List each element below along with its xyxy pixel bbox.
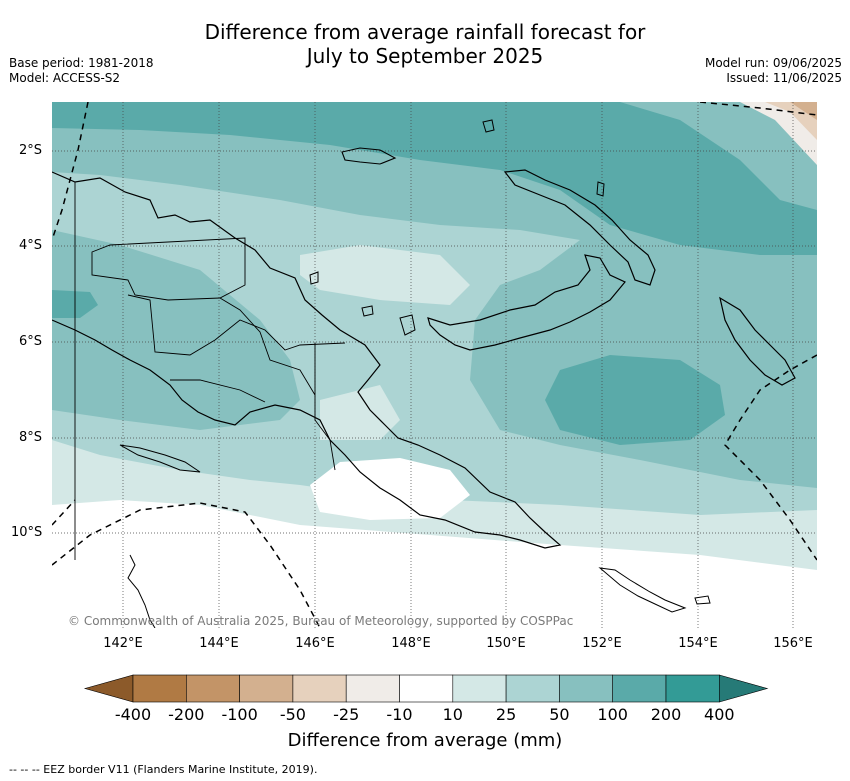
colorbar-tick-label: -200 <box>168 705 205 724</box>
lon-label-142e: 142°E <box>103 636 143 651</box>
lat-label-6s: 6°S <box>19 334 43 349</box>
lon-label-144e: 144°E <box>199 636 239 651</box>
base-period: Base period: 1981-2018 <box>9 56 154 70</box>
copyright-notice: © Commonwealth of Australia 2025, Bureau… <box>68 614 574 628</box>
lon-label-148e: 148°E <box>391 636 431 651</box>
meta-right: Model run: 09/06/2025 Issued: 11/06/2025 <box>705 56 842 86</box>
colorbar-tick-label: 200 <box>650 705 682 724</box>
lon-label-156e: 156°E <box>773 636 813 651</box>
lat-label-8s: 8°S <box>19 430 43 445</box>
colorbar-tick-label: 400 <box>704 705 735 724</box>
rossel-island <box>694 595 711 605</box>
colorbar-swatch <box>292 674 347 703</box>
eez-legend-note: -- -- -- EEZ border V11 (Flanders Marine… <box>9 763 318 776</box>
colorbar-swatch <box>612 674 667 703</box>
map-frame <box>52 102 817 628</box>
provincial-borders <box>74 182 346 560</box>
colorbar-arrow-right <box>718 674 769 703</box>
colorbar-label: Difference from average (mm) <box>287 730 563 751</box>
lat-label-10s: 10°S <box>11 525 43 540</box>
colorbar-swatch <box>505 674 560 703</box>
colorbar-tick-label: -400 <box>114 705 152 724</box>
band-50-100-west <box>52 230 300 430</box>
colorbar-tick-label: -50 <box>279 705 306 724</box>
colorbar-swatch <box>559 674 614 703</box>
long-island <box>361 305 374 317</box>
dry-corner-dark <box>790 102 817 120</box>
fly-delta <box>119 444 201 473</box>
colorbar <box>83 674 769 703</box>
map-title: Difference from average rainfall forecas… <box>0 20 850 68</box>
colorbar-tick-label: 100 <box>597 705 628 724</box>
title-line-1: Difference from average rainfall forecas… <box>204 20 646 44</box>
title-line-2: July to September 2025 <box>306 44 544 68</box>
southeast-islands <box>598 567 687 613</box>
umboi-island <box>399 314 416 336</box>
model-run: Model run: 09/06/2025 <box>704 56 842 70</box>
lon-label-154e: 154°E <box>678 636 718 651</box>
north-islet-b <box>596 181 605 197</box>
colorbar-tick-label: 10 <box>442 705 463 724</box>
meta-left: Base period: 1981-2018 Model: ACCESS-S2 <box>9 56 154 86</box>
new-guinea-coast <box>52 171 562 549</box>
lat-label-4s: 4°S <box>19 238 43 253</box>
colorbar-tick-label: -10 <box>386 705 413 724</box>
new-ireland-coast <box>503 169 656 286</box>
lon-label-152e: 152°E <box>582 636 622 651</box>
colorbar-tick-label: -25 <box>333 705 360 724</box>
colorbar-swatch <box>345 674 400 703</box>
lat-label-2s: 2°S <box>19 143 43 158</box>
colorbar-tick-label: 25 <box>495 705 517 724</box>
lon-label-146e: 146°E <box>295 636 335 651</box>
colorbar-swatch <box>186 674 240 703</box>
colorbar-swatch <box>239 674 294 703</box>
cape-york-coast <box>127 554 156 628</box>
model-name: Model: ACCESS-S2 <box>9 71 121 85</box>
grid-lines <box>52 102 817 628</box>
issued-date: Issued: 11/06/2025 <box>726 71 842 85</box>
new-britain-coast <box>427 254 626 351</box>
band-10-25-inner <box>300 245 470 305</box>
north-islet-a <box>482 119 495 133</box>
colorbar-arrow-left <box>83 674 134 703</box>
colorbar-swatch <box>452 674 507 703</box>
band-100-200 <box>52 102 817 255</box>
colorbar-tick-label: 50 <box>549 705 570 724</box>
bougainville-coast <box>719 296 796 386</box>
colorbar-swatch <box>399 674 454 703</box>
manus-island <box>341 147 397 165</box>
band-10-25-islands <box>320 385 400 440</box>
colorbar-swatch <box>132 674 187 703</box>
colorbar-tick-label: -100 <box>221 705 258 724</box>
colorbar-swatch <box>665 674 720 703</box>
lon-label-150e: 150°E <box>486 636 526 651</box>
dry-corner-mid <box>765 102 817 140</box>
karkar-island <box>309 271 319 285</box>
band-neutral <box>310 458 470 520</box>
band-100-200-south <box>545 355 725 445</box>
